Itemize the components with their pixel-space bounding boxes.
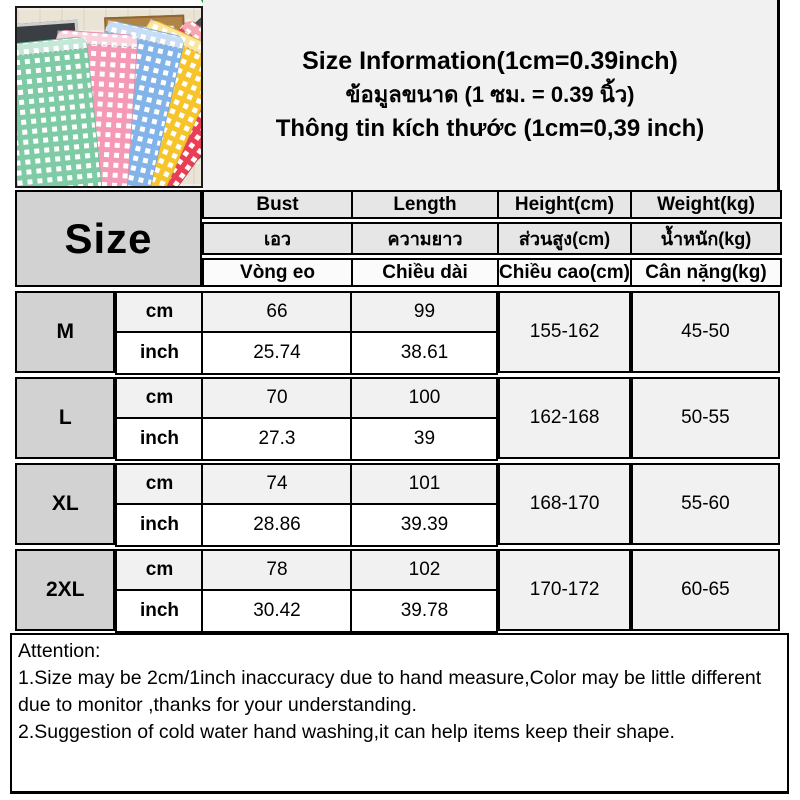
header-weight-th: น้ำหนัก(kg) (630, 222, 782, 255)
measurements-l: cm 70 100 inch 27.3 39 (115, 377, 499, 461)
bust-inch-value: 25.74 (201, 331, 353, 375)
attention-note-2: 2.Suggestion of cold water hand washing,… (18, 721, 675, 743)
table-header: Size Bust Length Height(cm) Weight(kg) เ… (15, 190, 782, 287)
header-length-th: ความยาว (351, 222, 499, 255)
header-bust-th: เอว (202, 222, 353, 255)
product-photo: 3 5 (15, 6, 203, 188)
length-cm-value: 99 (350, 291, 499, 333)
table-row-size-2xl: 2XL cm 78 102 inch 30.42 39.78 170-172 6… (15, 549, 781, 633)
bust-inch-value: 28.86 (201, 503, 353, 547)
size-label: M (15, 291, 116, 373)
size-label: XL (15, 463, 116, 545)
table-row-size-xl: XL cm 74 101 inch 28.86 39.39 168-170 55… (15, 463, 781, 547)
length-cm-value: 100 (350, 377, 499, 419)
header-length-en: Length (351, 190, 499, 219)
bust-cm-value: 66 (201, 291, 353, 333)
header-length-vi: Chiều dài (351, 258, 499, 287)
header-weight-vi: Cân nặng(kg) (630, 258, 782, 287)
unit-cell: cm (115, 463, 204, 505)
unit-cell: inch (115, 331, 204, 375)
attention-notes: Attention: 1.Size may be 2cm/1inch inacc… (10, 633, 789, 794)
height-range: 155-162 (498, 291, 631, 373)
attention-note-1: 1.Size may be 2cm/1inch inaccuracy due t… (18, 667, 762, 716)
unit-cell: inch (115, 417, 204, 461)
unit-cell: cm (115, 291, 204, 333)
length-inch-value: 39 (350, 417, 499, 461)
weight-range: 45-50 (630, 291, 781, 373)
size-header-cell: Size (15, 190, 202, 287)
height-range: 170-172 (498, 549, 631, 631)
length-inch-value: 39.78 (350, 589, 499, 633)
bust-cm-value: 70 (201, 377, 353, 419)
height-range: 162-168 (498, 377, 631, 459)
measurements-2xl: cm 78 102 inch 30.42 39.78 (115, 549, 499, 633)
attention-heading: Attention: (18, 640, 101, 662)
header-bust-vi: Vòng eo (202, 258, 353, 287)
header-row-thai: เอว ความยาว ส่วนสูง(cm) น้ำหนัก(kg) (202, 222, 782, 255)
header-height-th: ส่วนสูง(cm) (497, 222, 632, 255)
header-language-rows: Bust Length Height(cm) Weight(kg) เอว คว… (202, 190, 782, 287)
title-english: Size Information(1cm=0.39inch) (302, 47, 678, 75)
bust-inch-value: 27.3 (201, 417, 353, 461)
header-height-en: Height(cm) (497, 190, 632, 219)
length-inch-value: 38.61 (350, 331, 499, 375)
unit-cell: cm (115, 549, 204, 591)
header-bust-en: Bust (202, 190, 353, 219)
length-cm-value: 101 (350, 463, 499, 505)
unit-cell: inch (115, 589, 204, 633)
length-cm-value: 102 (350, 549, 499, 591)
size-label: L (15, 377, 116, 459)
title-thai: ข้อมูลขนาด (1 ซม. = 0.39 นิ้ว) (345, 82, 635, 107)
height-range: 168-170 (498, 463, 631, 545)
unit-cell: cm (115, 377, 204, 419)
unit-cell: inch (115, 503, 204, 547)
size-label: 2XL (15, 549, 116, 631)
header-weight-en: Weight(kg) (630, 190, 782, 219)
measurements-xl: cm 74 101 inch 28.86 39.39 (115, 463, 499, 547)
bust-cm-value: 74 (201, 463, 353, 505)
weight-range: 60-65 (630, 549, 781, 631)
header-height-vi: Chiều cao(cm) (497, 258, 632, 287)
size-table: Size Bust Length Height(cm) Weight(kg) เ… (15, 190, 782, 633)
table-row-size-m: M cm 66 99 inch 25.74 38.61 155-162 45-5… (15, 291, 781, 375)
table-row-size-l: L cm 70 100 inch 27.3 39 162-168 50-55 (15, 377, 781, 461)
weight-range: 50-55 (630, 377, 781, 459)
weight-range: 55-60 (630, 463, 781, 545)
title-vietnamese: Thông tin kích thước (1cm=0,39 inch) (275, 115, 705, 142)
measurements-m: cm 66 99 inch 25.74 38.61 (115, 291, 499, 375)
header-row-vietnamese: Vòng eo Chiều dài Chiều cao(cm) Cân nặng… (202, 258, 782, 287)
header-row-english: Bust Length Height(cm) Weight(kg) (202, 190, 782, 219)
bust-inch-value: 30.42 (201, 589, 353, 633)
length-inch-value: 39.39 (350, 503, 499, 547)
title-section: Size Information(1cm=0.39inch) ข้อมูลขนา… (203, 0, 780, 190)
bust-cm-value: 78 (201, 549, 353, 591)
